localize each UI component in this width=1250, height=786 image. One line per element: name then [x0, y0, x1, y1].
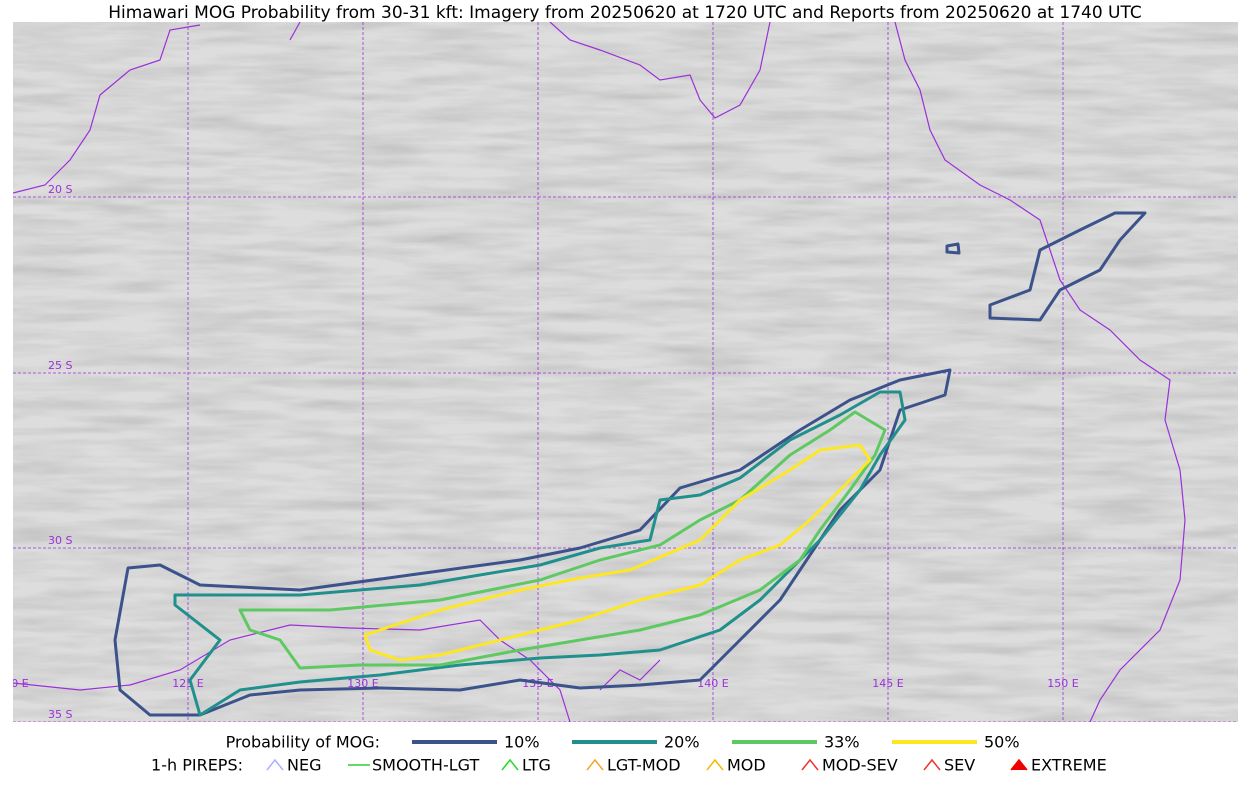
- legend-symbol: [1010, 758, 1028, 771]
- lat-label: 25 S: [48, 359, 72, 372]
- legend-label: LTG: [522, 756, 551, 775]
- lon-label: 150 E: [1047, 677, 1078, 690]
- lon-label: 145 E: [872, 677, 903, 690]
- legend-label: SEV: [944, 756, 975, 775]
- legend-symbol: [501, 758, 519, 771]
- imagery-texture: [13, 22, 1238, 722]
- legend-label: 50%: [984, 733, 1020, 752]
- map-title: Himawari MOG Probability from 30-31 kft:…: [108, 3, 1142, 23]
- legend-symbol: [706, 758, 724, 771]
- coastline: [13, 22, 1186, 722]
- legend-label: 10%: [504, 733, 540, 752]
- legend-symbol: [586, 758, 604, 771]
- legend-label: NEG: [287, 756, 321, 775]
- lon-label: 140 E: [697, 677, 728, 690]
- contour-33: [238, 410, 887, 670]
- contour-20: [173, 390, 907, 717]
- lat-label: 35 S: [48, 708, 72, 721]
- lat-label: 30 S: [48, 534, 72, 547]
- legend-title: 1-h PIREPS:: [151, 756, 243, 775]
- contour-50: [363, 443, 872, 662]
- legend-symbol: [266, 758, 284, 771]
- legend-label: SMOOTH-LGT: [372, 756, 479, 775]
- legend-label: 20%: [664, 733, 700, 752]
- lon-label: 125 E: [172, 677, 203, 690]
- legend-title: Probability of MOG:: [226, 733, 380, 752]
- legend-label: LGT-MOD: [607, 756, 681, 775]
- lat-label: 20 S: [48, 183, 72, 196]
- legend-symbol: [923, 758, 941, 771]
- legend-label: MOD-SEV: [822, 756, 898, 775]
- legend: Probability of MOG: 10% 20% 33% 50% 1-h PIREP…: [151, 733, 1107, 775]
- legend-symbol: [801, 758, 819, 771]
- legend-label: MOD: [727, 756, 766, 775]
- legend-label: EXTREME: [1031, 756, 1107, 775]
- legend-label: 33%: [824, 733, 860, 752]
